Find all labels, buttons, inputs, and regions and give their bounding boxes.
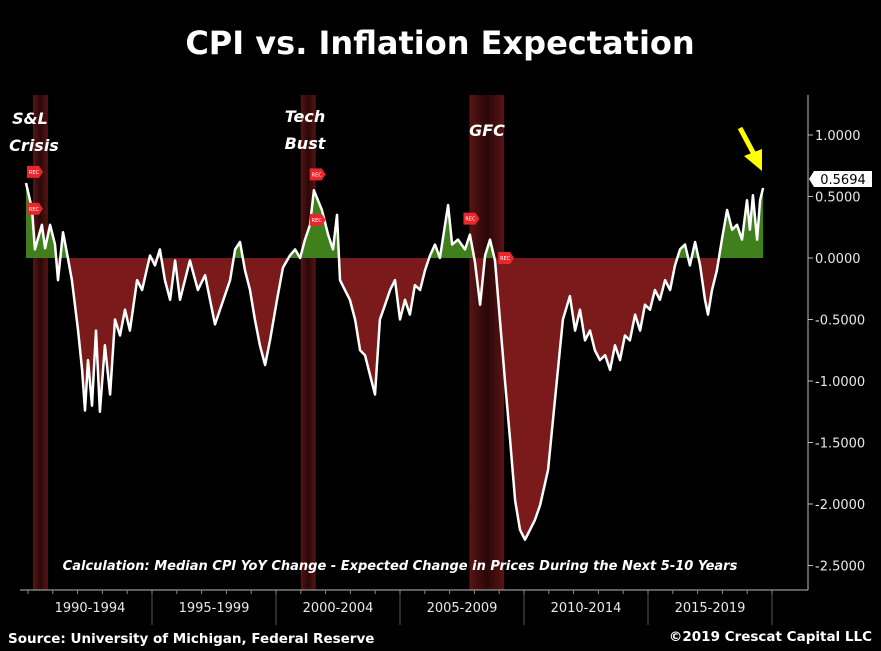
rec-marker: REC [463, 212, 480, 225]
area-fills [26, 183, 764, 540]
rec-marker-label: REC [312, 218, 323, 224]
positive-area [26, 183, 764, 258]
series-line [24, 182, 765, 541]
rec-marker-label: REC [465, 217, 476, 223]
x-period-label: 1990-1994 [55, 601, 126, 616]
recession-band-2 [469, 95, 505, 590]
annotation-tech: Tech [285, 107, 326, 126]
rec-marker: REC [26, 202, 43, 215]
annotation-gfc: GFC [469, 121, 505, 140]
x-axis-periods: 1990-1994 1995-1999 2000-2004 2005-2009 2010… [27, 590, 773, 625]
rec-markers: REC REC REC REC REC REC [26, 165, 515, 264]
rec-marker-label: REC [312, 172, 323, 178]
annotation-crisis: Crisis [9, 136, 59, 155]
rec-marker-label: REC [29, 170, 40, 176]
y-tick-label: -0.5000 [815, 314, 865, 329]
y-tick-label: -1.5000 [815, 437, 865, 452]
y-tick-label: 0.5000 [815, 191, 861, 206]
last-value-label: 0.5694 [820, 173, 866, 188]
y-tick-label: 1.0000 [815, 129, 861, 144]
recession-band-0 [32, 95, 48, 590]
y-tick-label: 0.0000 [815, 252, 861, 267]
x-period-label: 2010-2014 [551, 601, 622, 616]
annotation-sl: S&L [12, 109, 48, 128]
x-period-label: 2005-2009 [427, 601, 498, 616]
calculation-note: Calculation: Median CPI YoY Change - Exp… [63, 559, 738, 574]
last-value-callout: 0.5694 [809, 171, 872, 188]
negative-area [26, 258, 764, 540]
rec-marker-label: REC [29, 207, 40, 213]
copyright-note: ©2019 Crescat Capital LLC [669, 629, 872, 645]
y-tick-label: -2.0000 [815, 498, 865, 513]
x-period-label: 2000-2004 [303, 601, 374, 616]
rec-marker: REC [498, 252, 515, 264]
rec-marker: REC [309, 213, 326, 226]
source-note: Source: University of Michigan, Federal … [8, 631, 374, 647]
chart-title: CPI vs. Inflation Expectation [185, 24, 694, 62]
y-axis-ticks: 1.0000 0.5000 0.0000 -0.5000 -1.0000 -1.5000 -… [808, 129, 865, 575]
y-tick-label: -2.5000 [815, 560, 865, 575]
annotation-bust: Bust [285, 134, 327, 153]
rec-marker: REC [309, 168, 326, 181]
x-period-label: 1995-1999 [179, 601, 250, 616]
yellow-arrow-icon [737, 126, 762, 171]
x-period-label: 2015-2019 [675, 601, 746, 616]
y-tick-label: -1.0000 [815, 375, 865, 390]
rec-marker: REC [26, 165, 43, 178]
series-line-group [24, 182, 765, 541]
rec-marker-label: REC [500, 256, 511, 262]
